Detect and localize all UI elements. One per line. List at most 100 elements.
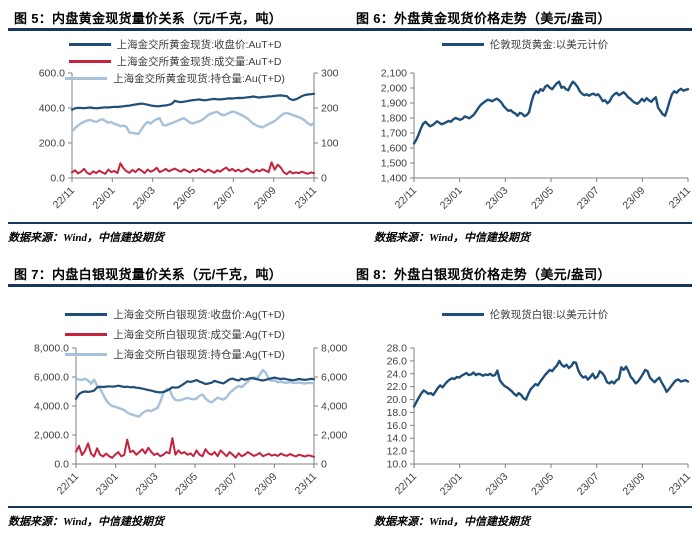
x-axis-label: 23/05 [529, 471, 556, 498]
x-axis-label: 23/03 [483, 471, 510, 498]
y-axis-label: 2,000 [381, 83, 407, 95]
y-axis-label: 16.0 [387, 420, 408, 432]
x-axis-label: 23/03 [131, 185, 158, 212]
x-axis-label: 23/05 [171, 185, 198, 212]
x-axis-label: 23/01 [438, 185, 465, 212]
y-axis-label-right: 2,000 [321, 430, 347, 442]
x-axis-label: 23/05 [173, 471, 200, 498]
x-axis-label: 23/01 [90, 185, 117, 212]
figure-5-title: 图 5：内盘黄金现货量价关系（元/千克，吨） [14, 11, 283, 26]
x-axis-label: 22/11 [55, 471, 82, 498]
x-axis-label: 23/09 [252, 185, 279, 212]
y-axis-label-right: 4,000 [321, 401, 347, 413]
titles-row-top: 图 5：内盘黄金现货量价关系（元/千克，吨） 图 6：外盘黄金现货价格走势（美元… [8, 4, 692, 28]
y-axis-label: 14.0 [387, 433, 408, 445]
y-axis-label: 22.0 [387, 381, 408, 393]
figure-7-title: 图 7：内盘白银现货量价关系（元/千克，吨） [14, 267, 283, 282]
source-rule-bottom [8, 506, 692, 508]
y-axis-label: 20.0 [387, 394, 408, 406]
x-axis-label: 23/11 [293, 471, 320, 498]
figure-5-source: 数据来源：Wind，中信建投期货 [8, 232, 165, 244]
figure-plot-svg: 10.012.014.016.018.020.022.024.026.028.0… [387, 343, 694, 498]
y-axis-label: 1,500 [381, 158, 407, 170]
series-line [74, 368, 316, 418]
x-axis-label: 23/09 [252, 471, 279, 498]
x-axis-label: 23/03 [133, 471, 160, 498]
y-axis-label-right: 0 [321, 173, 327, 185]
x-axis-label: 23/11 [293, 185, 320, 212]
y-axis-label-right: 100 [321, 138, 339, 150]
x-axis-label: 22/11 [393, 471, 420, 498]
y-axis-label: 600.0 [39, 68, 65, 80]
series-line [70, 110, 316, 136]
series-line [412, 80, 690, 145]
y-axis-label: 1,900 [381, 98, 407, 110]
x-axis-label: 23/09 [620, 185, 647, 212]
y-axis-label-right: 6,000 [321, 372, 347, 384]
charts-row-top: 上海金交所黄金现货:收盘价:AuT+D 上海金交所黄金现货:成交量:AuT+D 上海… [8, 32, 694, 220]
y-axis-label: 26.0 [387, 355, 408, 367]
y-axis-label: 1,400 [381, 173, 407, 185]
y-axis-label: 4,000.0 [34, 401, 69, 413]
figure-5-chart: 上海金交所黄金现货:收盘价:AuT+D 上海金交所黄金现货:成交量:AuT+D 上海… [8, 32, 342, 220]
figure-8-title: 图 8：外盘白银现货价格走势（美元/盎司） [356, 267, 611, 282]
y-axis-label: 8,000.0 [34, 343, 69, 355]
x-axis-label: 23/07 [211, 185, 238, 212]
figure-plot-svg: 0.0 2,000.0 4,000.0 6,000.0 8,000.0 0 2,000 4,0… [34, 343, 347, 498]
y-axis-label-right: 8,000 [321, 343, 347, 355]
y-axis-label-right: 0 [321, 459, 327, 471]
figure-7-source: 数据来源：Wind，中信建投期货 [8, 516, 165, 528]
y-axis-label-right: 200 [321, 103, 339, 115]
series-line [412, 359, 690, 408]
y-axis-label: 2,000.0 [34, 430, 69, 442]
source-rule-top [8, 222, 692, 224]
figure-6-title: 图 6：外盘黄金现货价格走势（美元/盎司） [356, 11, 611, 26]
y-axis-label: 1,800 [381, 113, 407, 125]
x-axis-label: 22/11 [393, 185, 420, 212]
figure-8-chart: 伦敦现货白银:以美元计价 10.0 12.0 14.0 16.0 18.0 20.0 22.… [358, 288, 694, 504]
x-axis-label: 23/11 [667, 185, 694, 212]
title-rule-top [8, 28, 692, 31]
x-axis-label: 23/01 [438, 471, 465, 498]
figure-plot-svg: 0.0 200.0 400.0 600.0 0 100 200 300 22/11 23/01 23… [39, 68, 339, 212]
figure-7-chart: 上海金交所白银现货:收盘价:Ag(T+D) 上海金交所白银现货:成交量:Ag(T+… [8, 288, 347, 504]
x-axis-label: 23/07 [575, 471, 602, 498]
x-axis-label: 23/09 [620, 471, 647, 498]
x-axis-label: 23/05 [529, 185, 556, 212]
y-axis-label: 12.0 [387, 446, 408, 458]
y-axis-label: 18.0 [387, 407, 408, 419]
sources-row-bottom: 数据来源：Wind，中信建投期货 数据来源：Wind，中信建投期货 [8, 508, 692, 532]
figure-6-source: 数据来源：Wind，中信建投期货 [374, 232, 531, 244]
sources-row-top: 数据来源：Wind，中信建投期货 数据来源：Wind，中信建投期货 [8, 224, 692, 248]
x-axis-label: 23/07 [213, 471, 240, 498]
x-axis-label: 23/03 [483, 185, 510, 212]
figure-6-chart: 伦敦现货黄金:以美元计价 1,400 1,500 1,600 1,700 1,800 1,… [358, 32, 694, 220]
figure-8-source: 数据来源：Wind，中信建投期货 [374, 516, 531, 528]
y-axis-label: 400.0 [39, 103, 65, 115]
x-axis-label: 22/11 [51, 185, 78, 212]
y-axis-label-right: 300 [321, 68, 339, 80]
y-axis-label: 1,600 [381, 143, 407, 155]
y-axis-label: 200.0 [39, 138, 65, 150]
series-line [71, 161, 315, 176]
figures-row-bottom: 图 7：内盘白银现货量价关系（元/千克，吨） 图 8：外盘白银现货价格走势（美元… [8, 260, 694, 532]
y-axis-label: 28.0 [387, 343, 408, 355]
y-axis-label: 6,000.0 [34, 372, 69, 384]
y-axis-label: 10.0 [387, 459, 408, 471]
y-axis-label: 1,700 [381, 128, 407, 140]
y-axis-label: 0.0 [50, 173, 65, 185]
series-line [74, 376, 316, 400]
series-line [75, 437, 315, 459]
y-axis-label: 0.0 [54, 459, 69, 471]
title-rule-bottom [8, 284, 692, 287]
titles-row-bottom: 图 7：内盘白银现货量价关系（元/千克，吨） 图 8：外盘白银现货价格走势（美元… [8, 260, 692, 284]
y-axis-label: 24.0 [387, 368, 408, 380]
charts-row-bottom: 上海金交所白银现货:收盘价:Ag(T+D) 上海金交所白银现货:成交量:Ag(T+… [8, 288, 694, 504]
x-axis-label: 23/11 [667, 471, 694, 498]
figure-plot-svg: 1,400 1,500 1,600 1,700 1,800 1,900 2,000 2,100… [381, 68, 694, 212]
x-axis-label: 23/01 [94, 471, 121, 498]
y-axis-label: 2,100 [381, 68, 407, 80]
series-line [70, 92, 316, 111]
figures-row-top: 图 5：内盘黄金现货量价关系（元/千克，吨） 图 6：外盘黄金现货价格走势（美元… [8, 4, 694, 248]
